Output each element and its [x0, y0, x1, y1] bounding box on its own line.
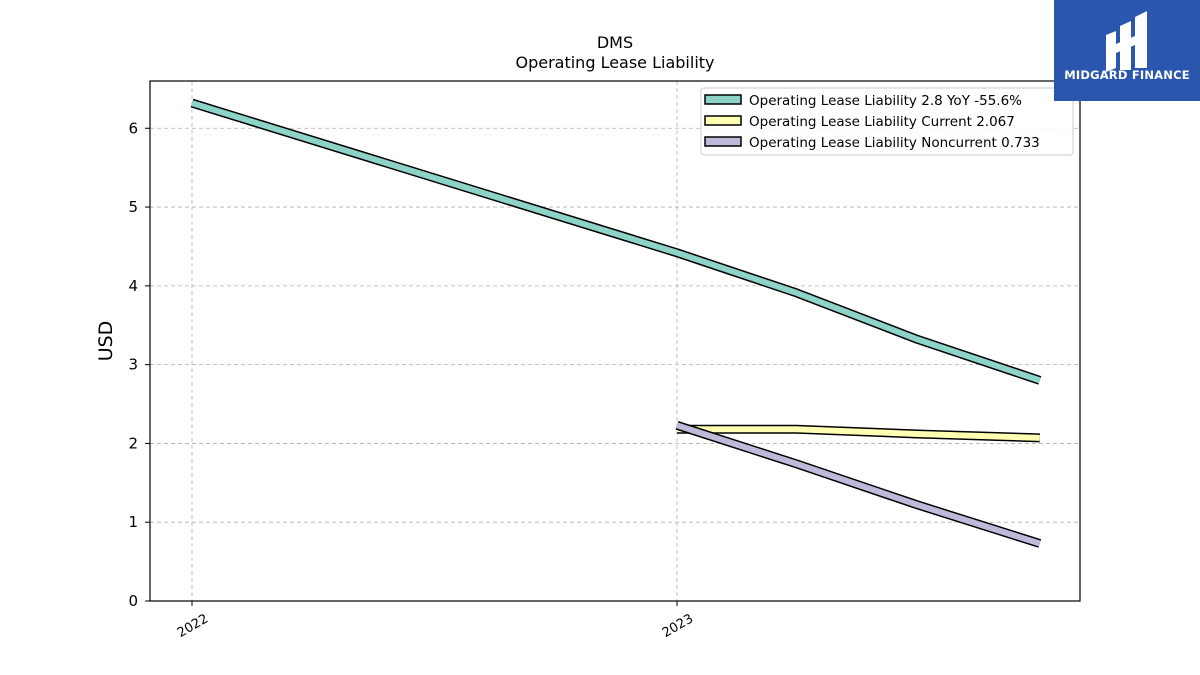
legend-swatch: [704, 94, 742, 105]
legend-swatch: [704, 115, 742, 126]
series-line-fill: [191, 100, 1041, 384]
x-tick-label: 2022: [175, 611, 211, 641]
legend-label: Operating Lease Liability Current 2.067: [749, 114, 1015, 130]
series-line-1: [190, 98, 1042, 385]
x-tick-label: 2023: [660, 611, 696, 641]
x-axis-ticks: 2022 2023: [175, 601, 696, 641]
series-line-fill: [677, 426, 1040, 441]
series-lines: [190, 98, 1042, 548]
y-tick-label: 6: [128, 119, 138, 137]
legend: Operating Lease Liability 2.8 YoY -55.6%…: [700, 87, 1074, 156]
y-tick-label: 3: [128, 356, 138, 374]
brand-logo: MIDGARD FINANCE: [1054, 0, 1200, 101]
legend-label: Operating Lease Liability 2.8 YoY -55.6%: [749, 93, 1022, 109]
y-axis-label: USD: [95, 321, 117, 362]
plot-frame: [149, 80, 1081, 602]
legend-box: [700, 87, 1074, 156]
chart-title: DMS: [597, 33, 633, 52]
chart-subtitle: Operating Lease Liability: [515, 53, 714, 72]
y-tick-label: 0: [128, 592, 138, 610]
series-line-fill: [676, 422, 1041, 547]
y-axis-ticks: 0 1 2 3 4 5 6: [128, 119, 150, 610]
legend-item: Operating Lease Liability 2.8 YoY -55.6%: [704, 93, 1022, 109]
y-tick-label: 2: [128, 434, 138, 452]
legend-item: Operating Lease Liability Current 2.067: [704, 114, 1015, 130]
grid: [150, 81, 1080, 601]
logo-mark-icon: [1106, 11, 1147, 72]
y-tick-label: 1: [128, 513, 138, 531]
y-tick-label: 5: [128, 198, 138, 216]
series-line-3: [675, 421, 1042, 548]
legend-item: Operating Lease Liability Noncurrent 0.7…: [704, 135, 1040, 151]
legend-swatch: [704, 136, 742, 147]
logo-text: MIDGARD FINANCE: [1064, 68, 1190, 82]
legend-label: Operating Lease Liability Noncurrent 0.7…: [749, 135, 1040, 151]
series-line-2: [677, 424, 1040, 443]
y-tick-label: 4: [128, 277, 138, 295]
